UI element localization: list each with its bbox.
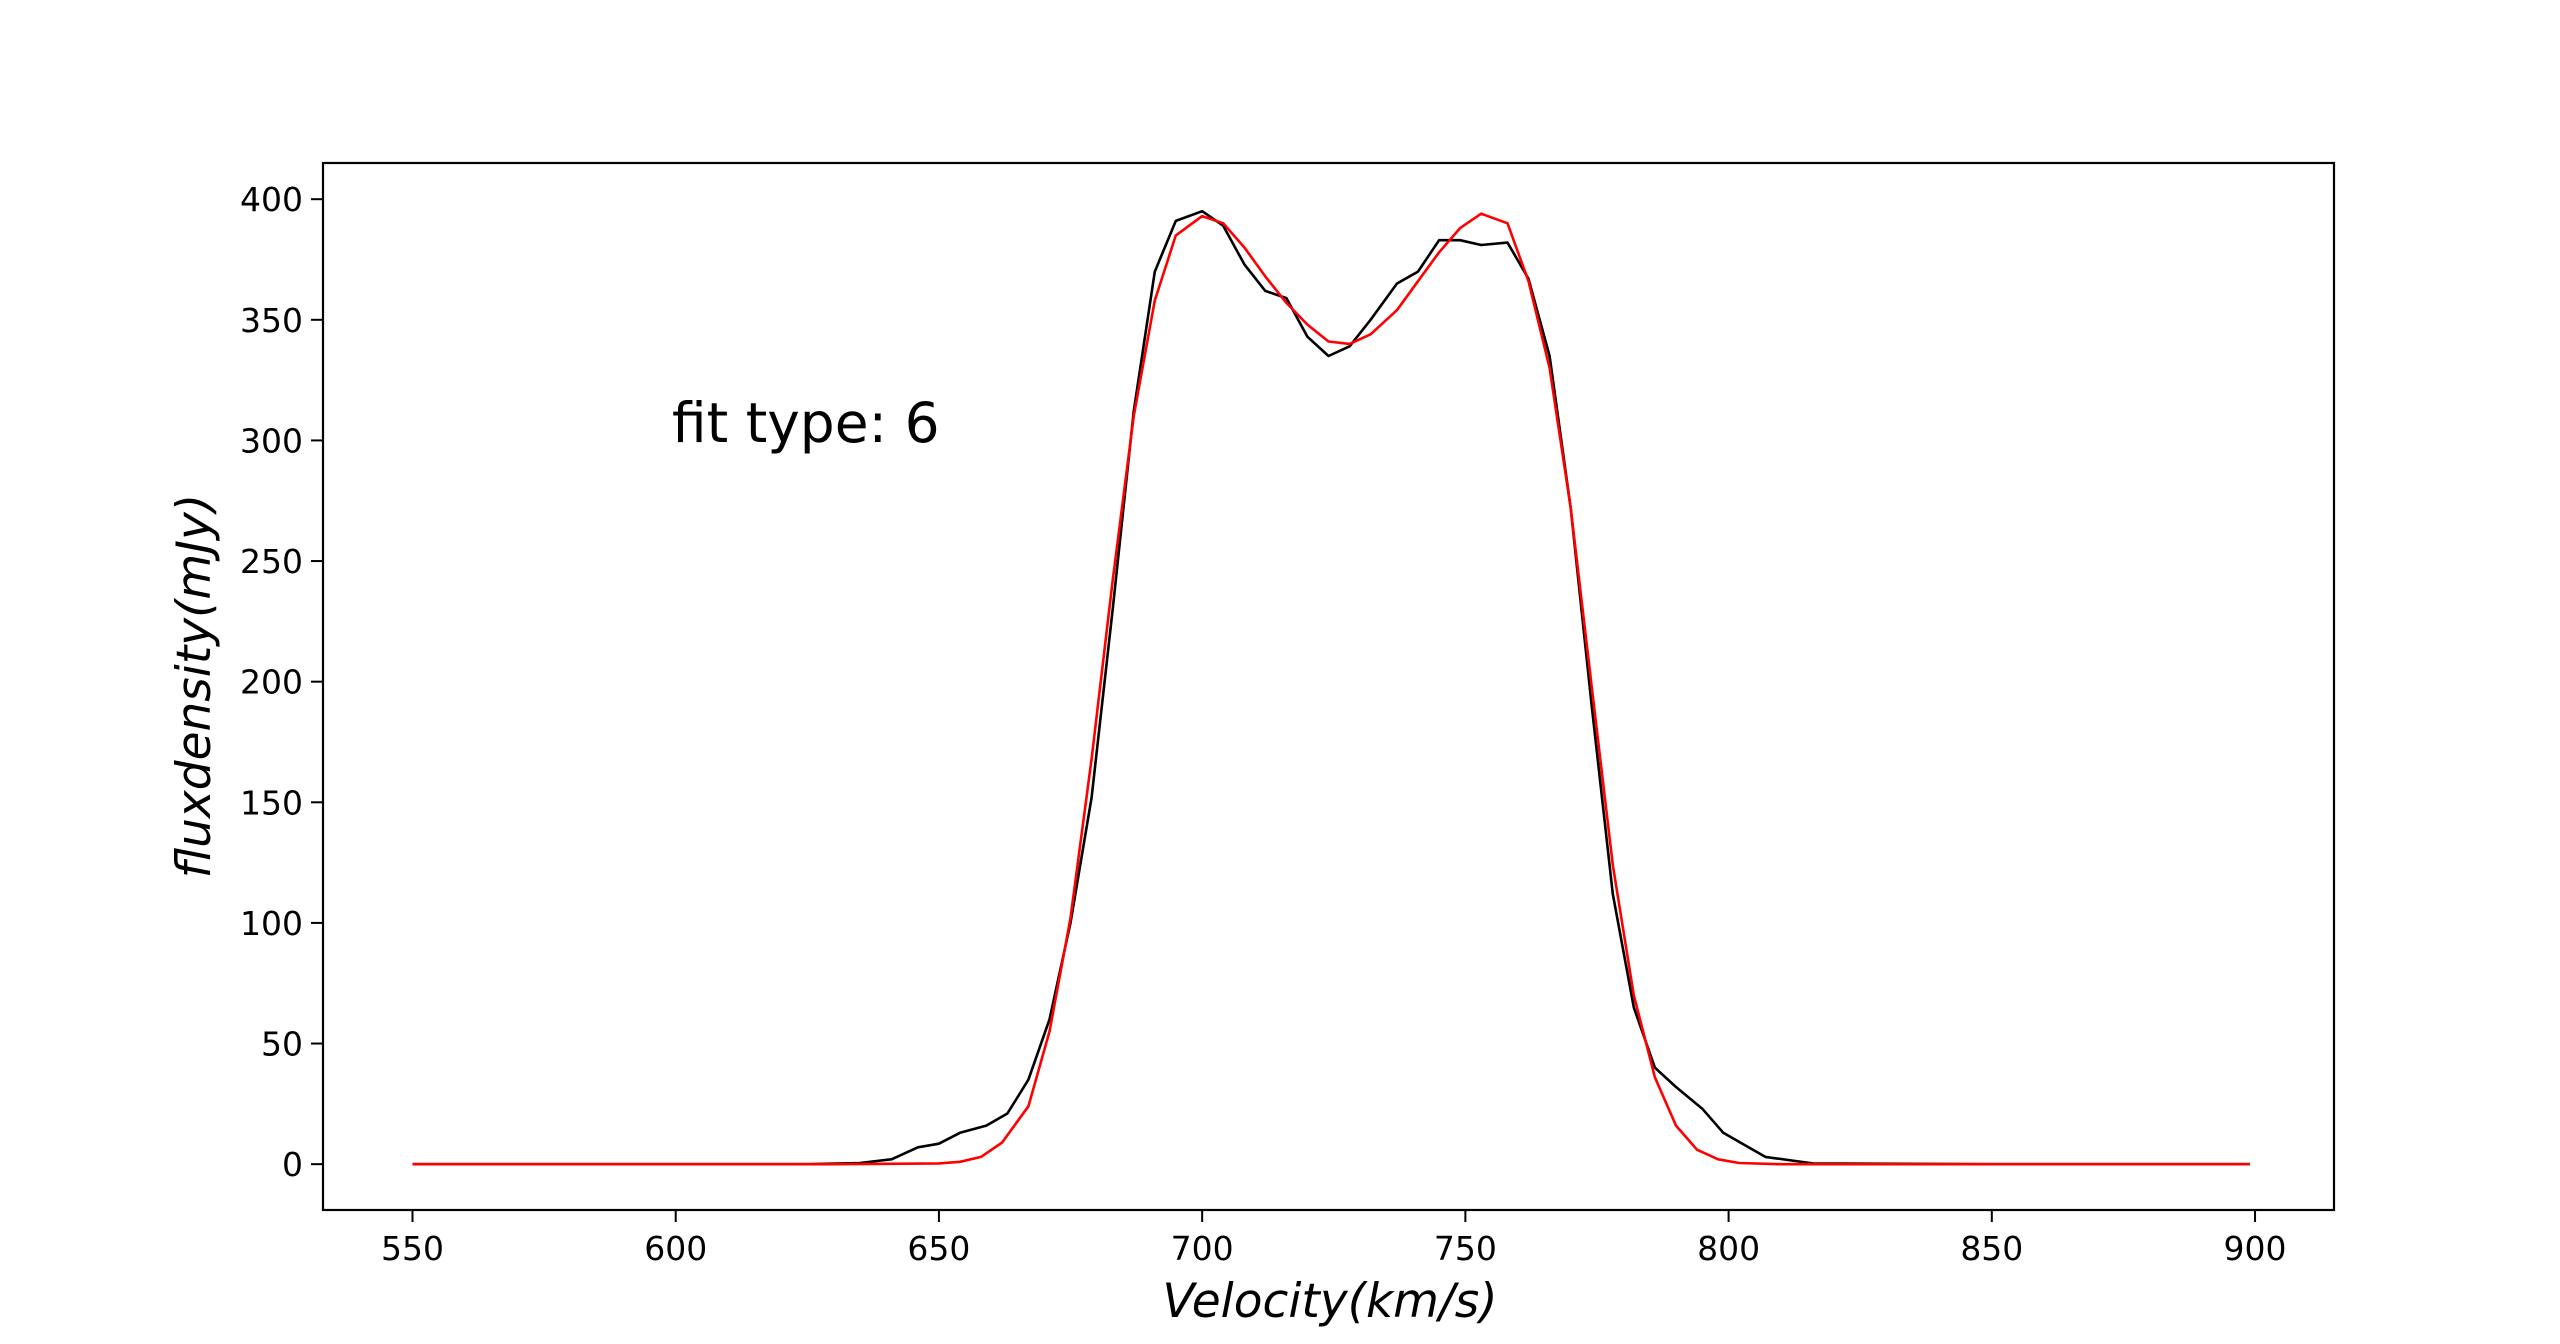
series-line-1	[412, 209, 2250, 1166]
fit-type-annotation: fit type: 6	[672, 391, 940, 455]
y-tick-label: 150	[240, 783, 303, 822]
x-tick-label: 850	[1960, 1229, 2023, 1268]
y-tick-label: 100	[240, 904, 303, 943]
x-tick-label: 600	[644, 1229, 707, 1268]
x-tick-label: 900	[2224, 1229, 2287, 1268]
y-tick-label: 50	[261, 1025, 303, 1064]
y-tick-label: 250	[240, 542, 303, 581]
y-tick-label: 0	[282, 1145, 303, 1184]
y-tick-label: 400	[240, 180, 303, 219]
y-tick-label: 200	[240, 663, 303, 702]
plot-background	[323, 163, 2334, 1210]
y-axis: 0 50 100 150 200 250 300 350 400	[240, 180, 323, 1184]
x-tick-label: 700	[1171, 1229, 1234, 1268]
plot-frame	[321, 161, 2336, 1212]
y-tick-label: 350	[240, 301, 303, 340]
series-layer	[412, 209, 2250, 1166]
x-tick-label: 550	[381, 1229, 444, 1268]
x-tick-label: 800	[1697, 1229, 1760, 1268]
x-axis: 550 600 650 700 750 800 850 900	[381, 1210, 2287, 1268]
y-tick-label: 300	[240, 421, 303, 460]
x-axis-title: Velocity(km/s)	[1162, 1274, 1497, 1329]
x-tick-label: 650	[907, 1229, 970, 1268]
y-axis-title: fluxdensity(mJy)	[167, 494, 222, 878]
x-tick-label: 750	[1434, 1229, 1497, 1268]
series-line-2	[412, 212, 2250, 1166]
